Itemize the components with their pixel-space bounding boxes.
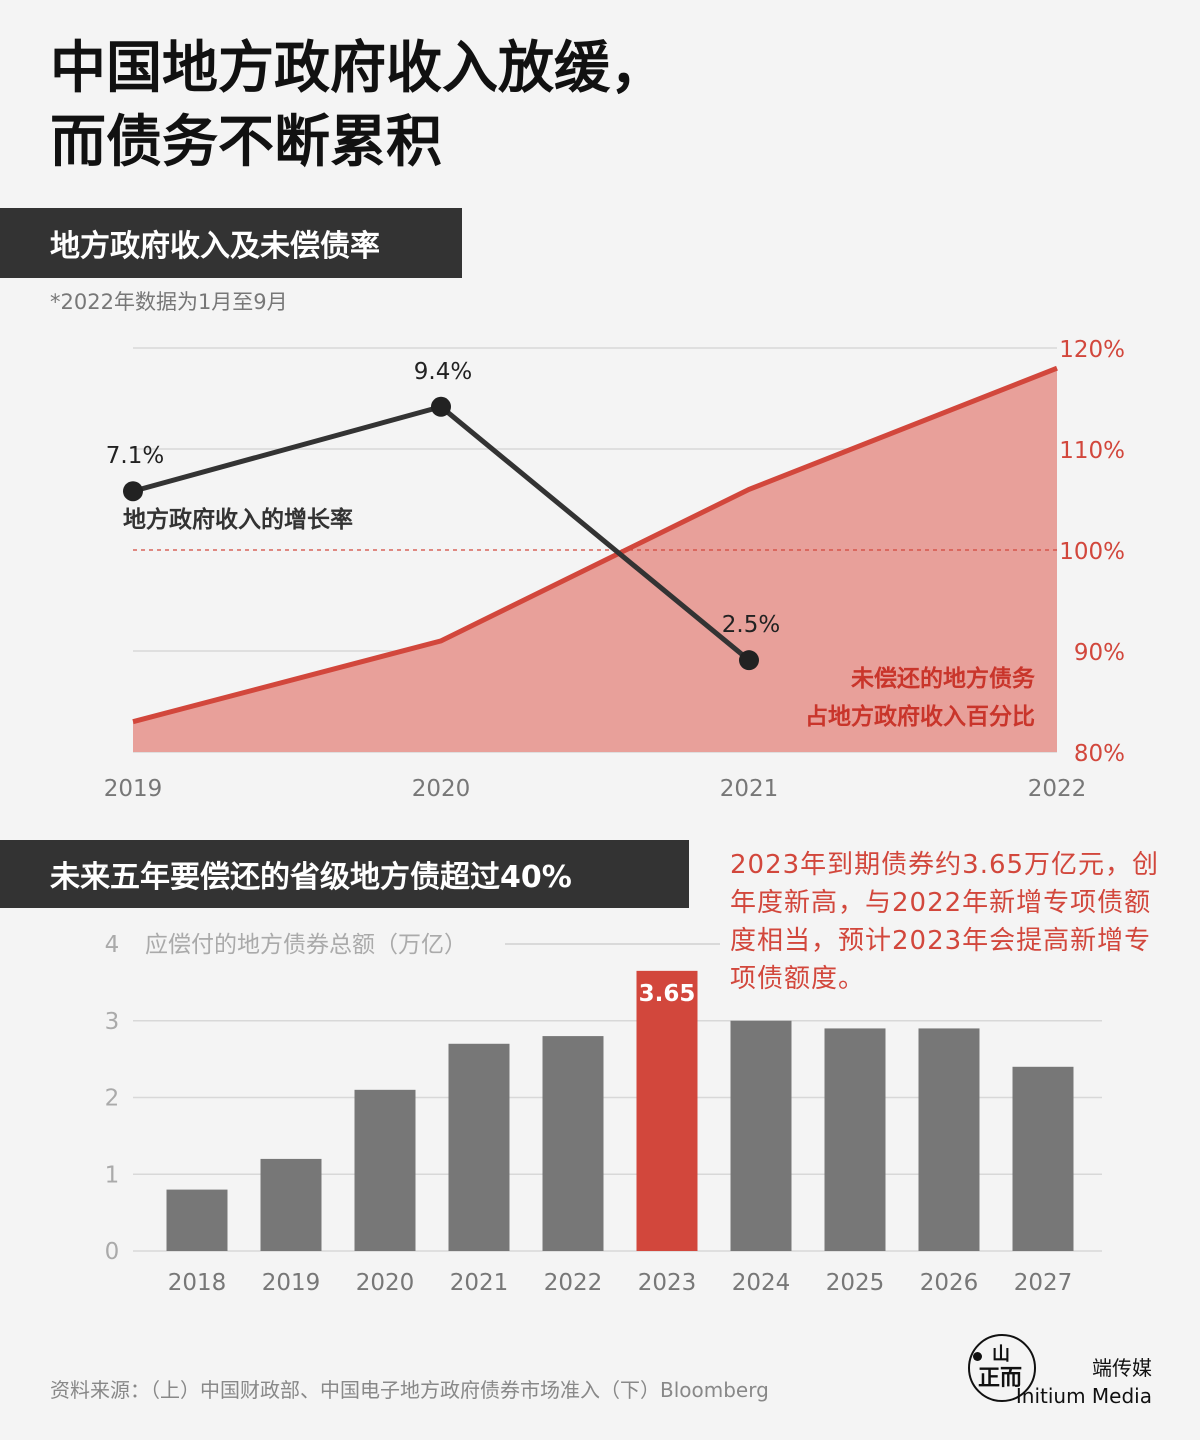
section1-heading-text: 地方政府收入及未偿债率: [50, 229, 380, 264]
revenue-debt-chart: 80% 90% 100% 110% 120% 2019 2020 2021 2022 7.1% 9.…: [104, 337, 1125, 802]
growth-rate-point: [739, 650, 759, 671]
source-note: 资料来源：（上）中国财政部、中国电子地方政府债券市场准入（下）Bloomberg: [50, 1378, 769, 1402]
title-line-1: 中国地方政府收入放缓，: [50, 36, 666, 101]
x-axis-tick-label: 2021: [450, 1270, 509, 1296]
x-axis-tick-label: 2022: [544, 1270, 603, 1296]
debt-series-label: 未偿还的地方债务: [851, 665, 1036, 692]
bar-value-label: 3.65: [639, 981, 696, 1007]
section2-heading: 未来五年要偿还的省级地方债超过40%: [0, 840, 689, 908]
growth-rate-point: [123, 481, 143, 502]
bar: [166, 1189, 228, 1251]
y-axis-tick-label: 3: [105, 1009, 120, 1035]
bar: [730, 1020, 792, 1251]
growth-rate-label: 2.5%: [722, 612, 780, 638]
x-axis-tick-label: 2019: [262, 1270, 321, 1296]
y-axis-tick-label: 1: [105, 1162, 120, 1188]
x-axis-tick-label: 2024: [732, 1270, 791, 1296]
y-axis-tick-label: 2: [105, 1086, 120, 1112]
bar: [824, 1028, 886, 1251]
right-axis-tick-label: 80%: [1074, 741, 1125, 767]
growth-rate-point: [431, 396, 451, 417]
right-axis-tick-label: 100%: [1059, 539, 1125, 565]
data-note: *2022年数据为1月至9月: [50, 290, 288, 314]
bar: [260, 1158, 322, 1251]
x-axis-tick-label: 2025: [826, 1270, 885, 1296]
bar: [354, 1089, 416, 1251]
logo-char-2: 正: [978, 1366, 1001, 1391]
brand: 端传媒 Initium Media: [1016, 1354, 1152, 1410]
x-axis-tick-label: 2018: [168, 1270, 227, 1296]
brand-en: Initium Media: [1015, 1384, 1152, 1408]
bar: [1012, 1066, 1074, 1251]
right-axis-tick-label: 110%: [1059, 438, 1125, 464]
x-axis-tick-label: 2023: [638, 1270, 697, 1296]
page-title: 中国地方政府收入放缓， 而债务不断累积: [50, 32, 666, 180]
x-axis-tick-label: 2022: [1028, 776, 1087, 802]
y-axis-tick-label: 0: [105, 1239, 120, 1265]
x-axis-tick-label: 2020: [356, 1270, 415, 1296]
y-axis-title: 应偿付的地方债券总额（万亿）: [145, 932, 467, 958]
x-axis-tick-label: 2027: [1014, 1270, 1073, 1296]
right-axis-tick-label: 90%: [1074, 640, 1125, 666]
x-axis-tick-label: 2026: [920, 1270, 979, 1296]
bar: [448, 1043, 510, 1251]
growth-rate-label: 7.1%: [106, 443, 164, 469]
debt-ratio-line: [132, 365, 1058, 725]
initium-logo: 山 正 而: [968, 1334, 1036, 1402]
bar: [636, 970, 698, 1251]
growth-series-label: 地方政府收入的增长率: [123, 506, 353, 533]
bond-maturity-bar-chart: 0 1 2 3 4 应偿付的地方债券总额（万亿） 2018 2019 2020 2021 2022 2…: [105, 932, 1102, 1296]
section1-heading: 地方政府收入及未偿债率: [0, 208, 462, 278]
title-line-2: 而债务不断累积: [50, 110, 442, 175]
logo-char-3: 而: [1000, 1366, 1023, 1391]
bond-annotation: 2023年到期债券约3.65万亿元，创年度新高，与2022年新增专项债额度相当，…: [730, 850, 1160, 994]
y-axis-tick-label: 4: [105, 932, 120, 958]
x-axis-tick-label: 2021: [720, 776, 779, 802]
bar: [542, 1036, 604, 1251]
brand-cn: 端传媒: [1092, 1356, 1152, 1380]
debt-ratio-area: [133, 368, 1057, 752]
x-axis-tick-label: 2019: [104, 776, 163, 802]
growth-rate-label: 9.4%: [414, 359, 472, 385]
x-axis-tick-label: 2020: [412, 776, 471, 802]
right-axis-tick-label: 120%: [1059, 337, 1125, 363]
logo-dot: [973, 1352, 982, 1361]
logo-char-1: 山: [992, 1344, 1010, 1365]
section2-heading-text: 未来五年要偿还的省级地方债超过40%: [50, 860, 572, 895]
debt-series-label: 占地方政府收入百分比: [805, 703, 1035, 730]
bar: [918, 1028, 980, 1251]
